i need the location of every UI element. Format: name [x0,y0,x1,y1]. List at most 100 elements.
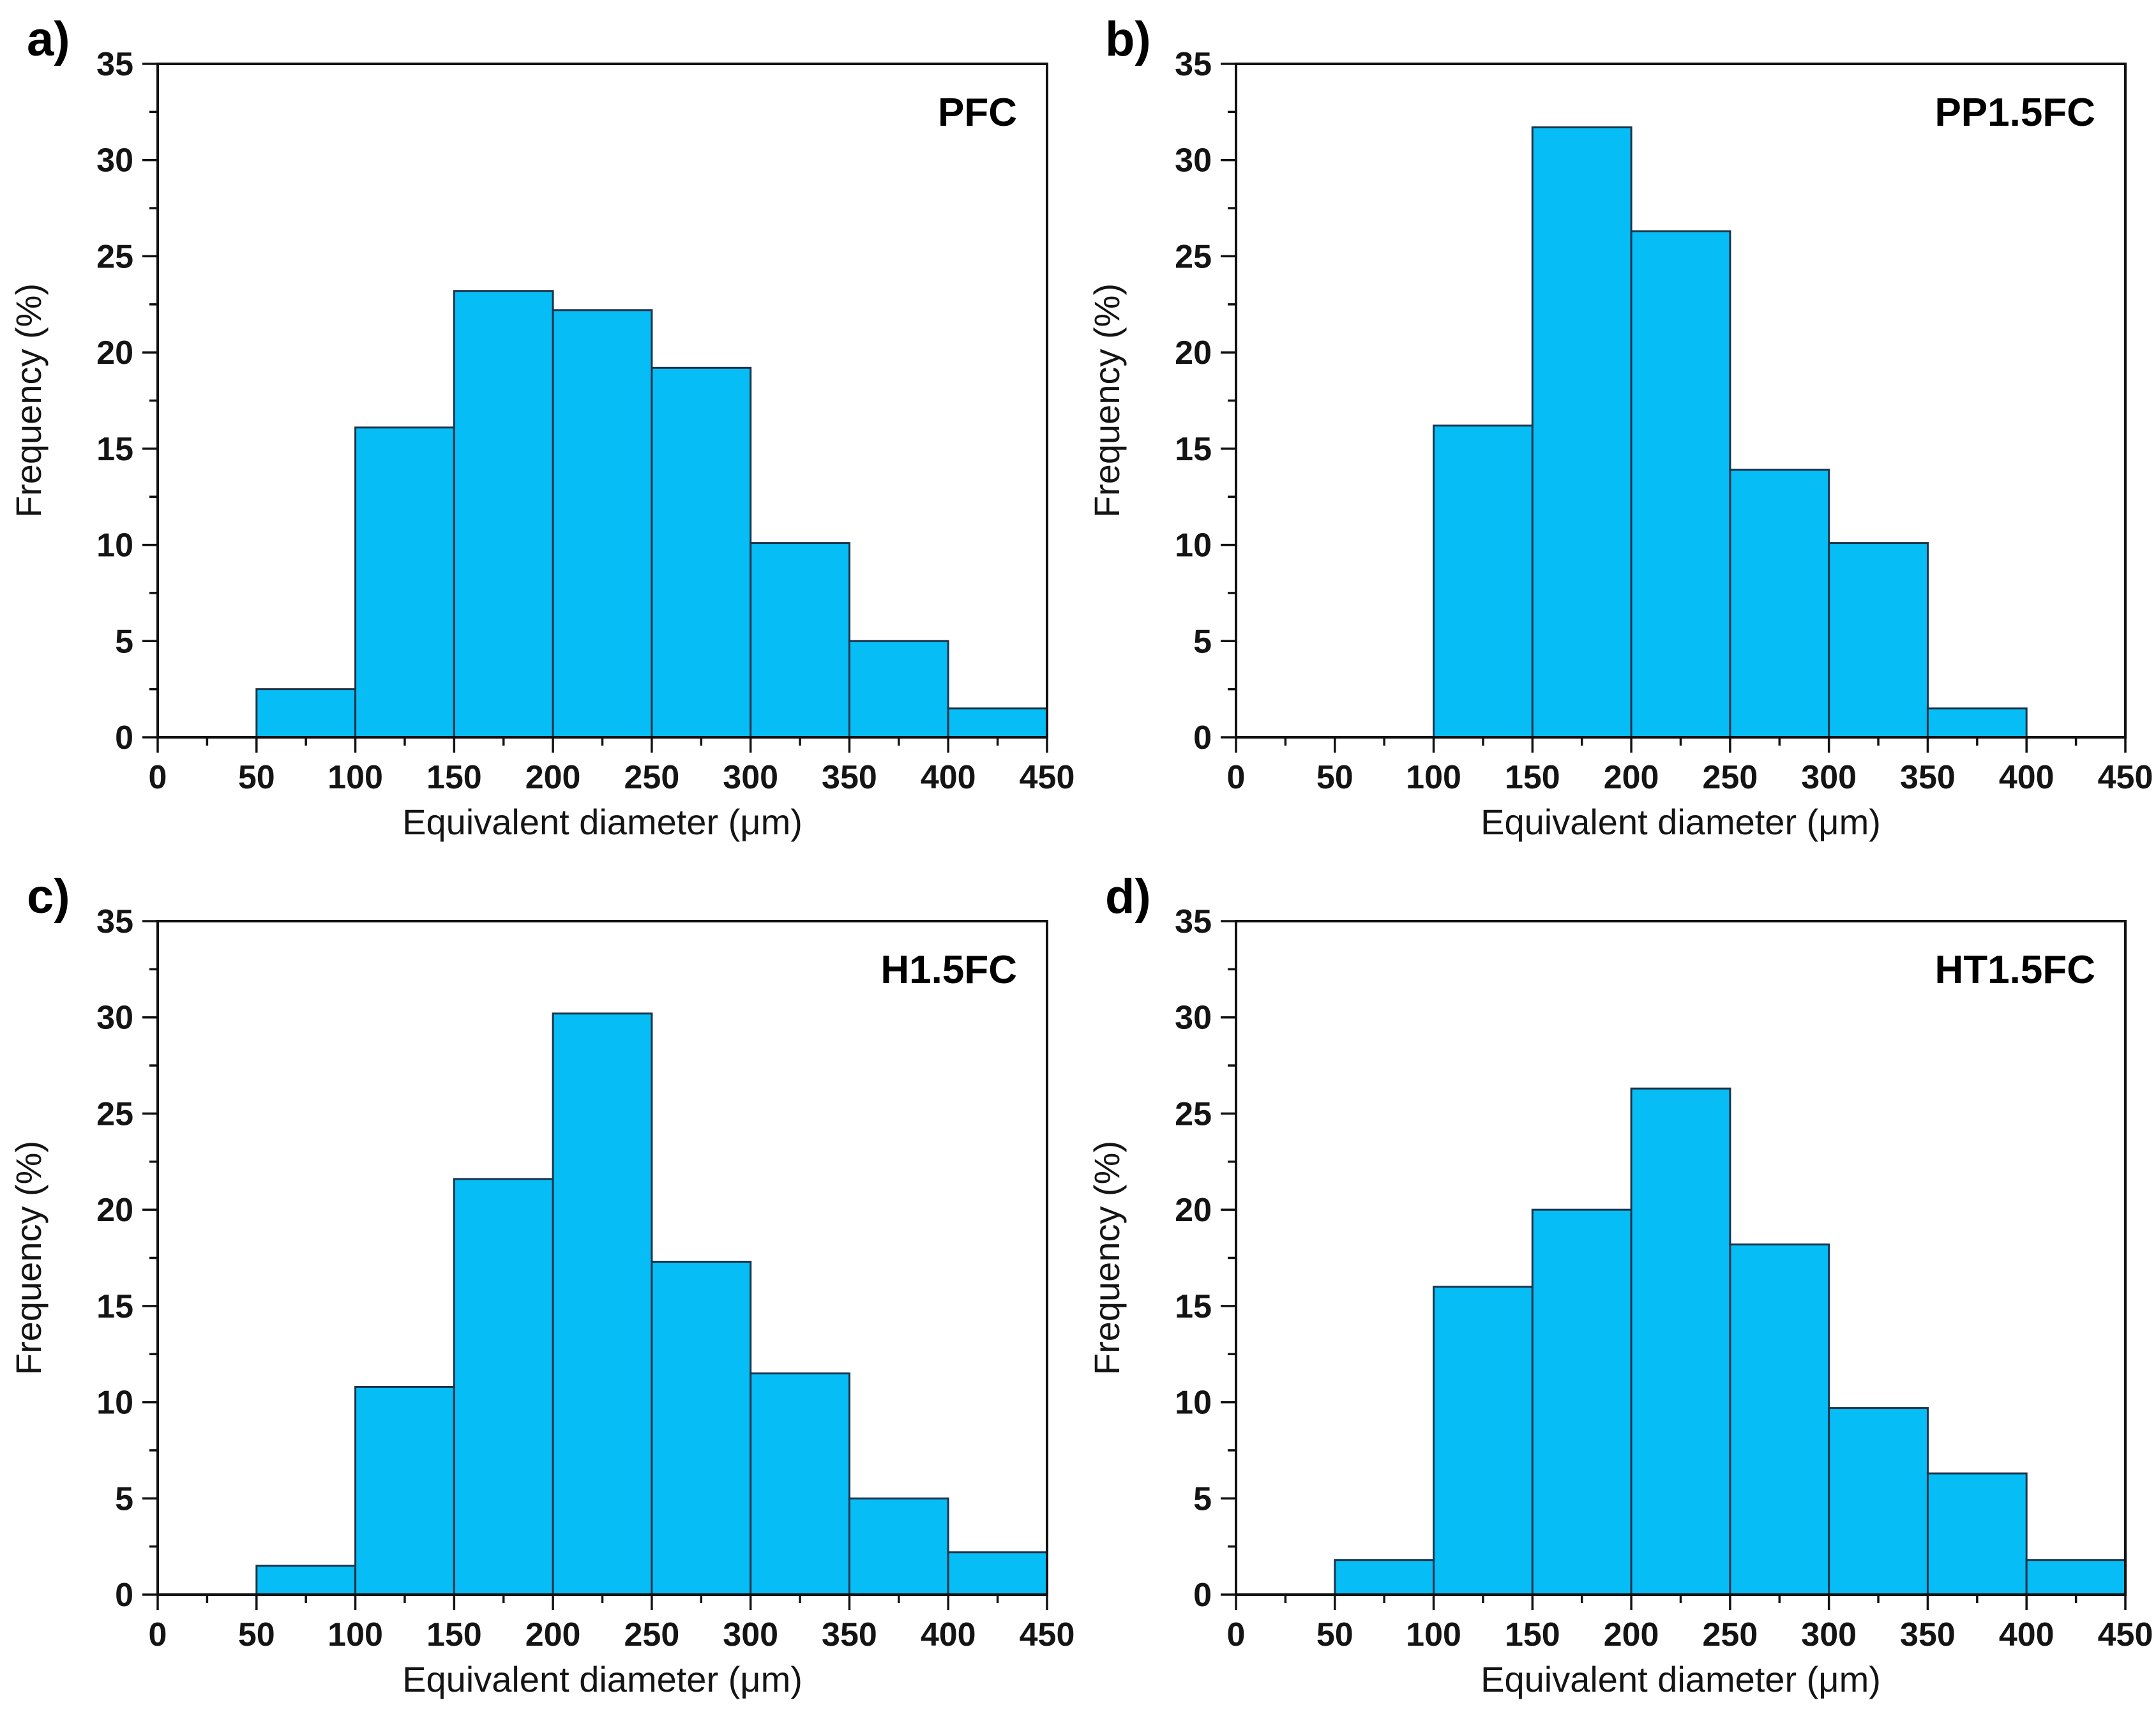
x-tick-label: 350 [822,759,877,796]
histogram-bar [1926,707,2028,739]
y-tick-label: 5 [115,623,133,660]
x-tick-label: 50 [1316,759,1353,796]
y-tick-label: 15 [1175,1288,1212,1325]
y-tick-label: 0 [1193,719,1212,756]
y-tick-label: 15 [96,1288,133,1325]
x-tick-label: 0 [1227,759,1246,796]
y-tick-label: 15 [96,431,133,468]
x-tick-label: 450 [2098,1616,2153,1653]
y-tick-label: 30 [96,142,133,179]
panel-b: b) PP1.5FC 0 50 100 150 200 250 300 350 400 450 0 5… [1078,0,2156,857]
x-tick-label: 400 [1999,759,2054,796]
histogram-bar [552,309,653,739]
x-tick-label: 400 [921,759,976,796]
histogram-bar [552,1012,653,1596]
y-tick-label: 35 [96,46,133,83]
histogram-bar [1531,126,1632,739]
panel-letter-d: d) [1105,869,1151,924]
histogram-bar [1630,230,1731,739]
y-tick-label: 30 [1175,142,1212,179]
y-tick-label: 0 [115,1577,133,1614]
histogram-bar [1729,1243,1830,1596]
x-tick-label: 400 [921,1616,976,1653]
y-tick-label: 30 [1175,1000,1212,1037]
sample-label-h15fc: H1.5FC [880,948,1017,992]
y-tick-label: 5 [115,1480,133,1517]
x-axis-title: Equivalent diameter (μm) [402,802,803,842]
y-tick-label: 5 [1193,1480,1212,1517]
x-tick-label: 200 [525,759,581,796]
histogram-ht15fc: 0 50 100 150 200 250 300 350 400 450 0 5 10 15 20 25 30 3… [1087,903,2153,1699]
panel-d: d) HT1.5FC 0 50 100 150 200 250 300 350 400 450 0 5… [1078,857,2156,1714]
histogram-bar [750,1372,850,1596]
x-tick-label: 100 [1406,759,1461,796]
x-tick-label: 400 [1999,1616,2054,1653]
histogram-bar [947,1551,1048,1596]
histogram-bar [2025,1559,2127,1596]
y-tick-label: 20 [1175,335,1212,372]
histogram-bar [848,640,949,739]
x-tick-label: 150 [1505,1616,1560,1653]
y-tick-label: 20 [96,1192,133,1229]
histogram-bar [1729,469,1830,739]
histogram-pfc: 0 50 100 150 200 250 300 350 400 450 0 5 10 15 20 25 30 3… [8,46,1074,842]
histogram-h15fc: 0 50 100 150 200 250 300 350 400 450 0 5 10 15 20 25 30 3… [8,903,1074,1699]
y-tick-label: 10 [96,527,133,564]
x-tick-label: 300 [723,1616,778,1653]
histogram-bar [255,688,357,739]
histogram-bar [651,1261,752,1596]
x-tick-label: 0 [149,759,167,796]
x-tick-label: 250 [1703,759,1758,796]
x-tick-label: 50 [238,759,275,796]
sample-label-ht15fc: HT1.5FC [1934,948,2095,992]
histogram-bar [1334,1559,1435,1596]
histogram-bar [750,542,850,739]
y-tick-label: 0 [1193,1577,1212,1614]
y-axis-title: Frequency (%) [8,283,49,518]
x-tick-label: 50 [238,1616,275,1653]
histogram-bar [1828,1407,1929,1596]
histogram-bar [1433,1286,1534,1596]
sample-label-pp15fc: PP1.5FC [1934,91,2095,135]
x-tick-label: 200 [525,1616,581,1653]
y-tick-label: 5 [1193,623,1212,660]
y-tick-label: 25 [96,1095,133,1132]
sample-label-pfc: PFC [938,91,1017,135]
y-tick-label: 25 [1175,238,1212,275]
histogram-bar [453,1178,554,1596]
x-tick-label: 300 [723,759,778,796]
x-tick-label: 150 [1505,759,1560,796]
histogram-bar [1926,1472,2028,1596]
y-tick-label: 35 [1175,46,1212,83]
panel-letter-c: c) [27,869,70,924]
y-tick-label: 10 [1175,1385,1212,1422]
histogram-pp15fc: 0 50 100 150 200 250 300 350 400 450 0 5 10 15 20 25 30 3… [1087,46,2153,842]
x-tick-label: 450 [2098,759,2153,796]
histogram-bar [848,1497,949,1596]
x-axis-title: Equivalent diameter (μm) [1481,1659,1881,1699]
x-tick-label: 200 [1604,759,1659,796]
x-tick-label: 250 [624,759,680,796]
x-tick-label: 100 [328,759,383,796]
x-tick-label: 350 [822,1616,877,1653]
y-tick-label: 20 [1175,1192,1212,1229]
x-axis-title: Equivalent diameter (μm) [402,1659,803,1699]
panel-a: a) PFC 0 50 100 150 200 250 300 350 400 450 0 5 10 15… [0,0,1078,857]
x-tick-label: 300 [1801,1616,1857,1653]
x-tick-label: 200 [1604,1616,1659,1653]
x-tick-label: 150 [426,1616,482,1653]
x-tick-label: 250 [1703,1616,1758,1653]
x-tick-label: 50 [1316,1616,1353,1653]
y-tick-label: 35 [96,903,133,940]
histogram-bar [1828,542,1929,739]
y-tick-label: 35 [1175,903,1212,940]
y-tick-label: 20 [96,335,133,372]
x-tick-label: 0 [149,1616,167,1653]
y-axis-title: Frequency (%) [8,1141,49,1375]
x-tick-label: 100 [1406,1616,1461,1653]
histogram-bar [453,290,554,739]
x-tick-label: 300 [1801,759,1857,796]
x-tick-label: 100 [328,1616,383,1653]
histogram-bar [354,1386,455,1596]
